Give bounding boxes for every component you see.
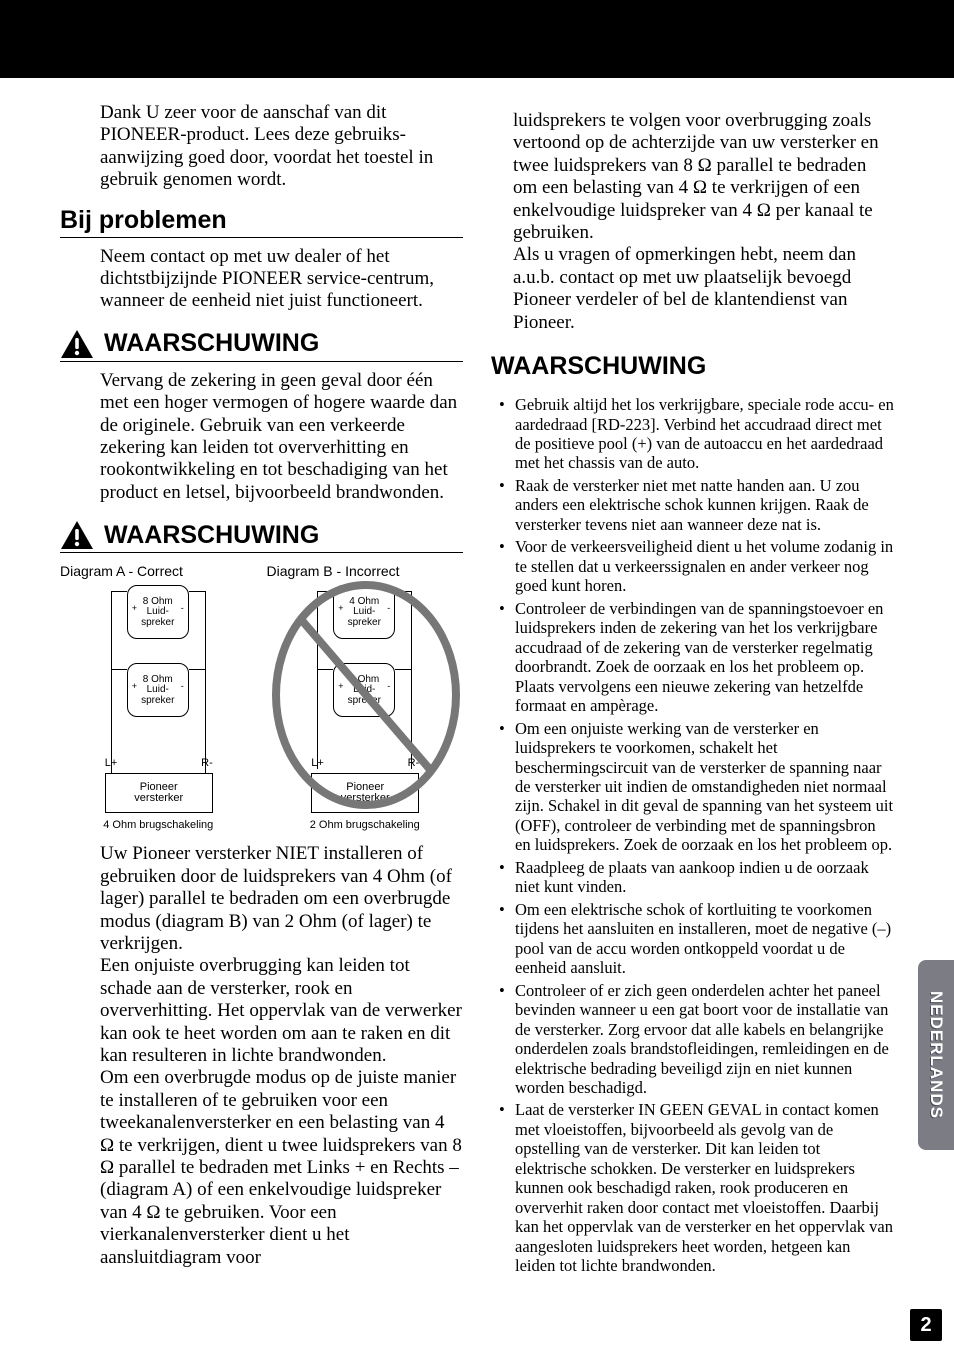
warning-bullet-item: Om een elektrische schok of kortluiting … — [499, 900, 894, 978]
warning-bullet-item: Gebruik altijd het los verkrijgbare, spe… — [499, 395, 894, 473]
l-plus-label: L+ — [105, 757, 118, 769]
lr-labels: L+ R- — [105, 757, 213, 769]
warning-bullet-item: Raadpleeg de plaats van aankoop indien u… — [499, 858, 894, 897]
language-side-tab: NEDERLANDS — [918, 960, 954, 1150]
speaker-label-1: Luid- — [147, 685, 169, 696]
lr-labels: L+ R- — [311, 757, 419, 769]
language-side-tab-label: NEDERLANDS — [926, 991, 946, 1119]
diagram-a-speaker-2: 8 Ohm + - Luid- spreker — [127, 663, 189, 717]
warning-1-title: WAARSCHUWING — [104, 329, 319, 358]
diagram-b: Diagram B - Incorrect 4 Ohm + - Luid- sp… — [267, 563, 464, 831]
diagram-a-title: Diagram A - Correct — [60, 563, 257, 579]
diagram-a-caption: 4 Ohm brugschakeling — [60, 819, 257, 831]
warning-bullet-item: Controleer of er zich geen onderdelen ac… — [499, 981, 894, 1098]
diagram-a-amp: Pioneer versterker — [105, 773, 213, 813]
speaker-label-2: spreker — [348, 696, 381, 707]
warning-2-title: WAARSCHUWING — [104, 521, 319, 550]
amp-label-2: versterker — [341, 793, 390, 805]
page-content: Dank U zeer voor de aanschaf van dit PIO… — [0, 78, 954, 1279]
speaker-label-2: spreker — [141, 696, 174, 707]
section-bij-problemen-title: Bij problemen — [60, 206, 463, 238]
diagram-b-caption: 2 Ohm brugschakeling — [267, 819, 464, 831]
r-minus-label: R- — [408, 757, 420, 769]
warning-bullet-item: Om een onjuiste werking van de versterke… — [499, 719, 894, 855]
warning-2-heading: WAARSCHUWING — [60, 520, 463, 553]
minus-icon: - — [181, 604, 184, 613]
warning-bullet-item: Raak de versterker niet met natte handen… — [499, 476, 894, 534]
diagram-b-box: 4 Ohm + - Luid- spreker 4 Ohm + - Luid- … — [277, 585, 452, 813]
diagram-b-speaker-1: 4 Ohm + - Luid- spreker — [333, 585, 395, 639]
plus-icon: + — [338, 682, 343, 691]
diagram-b-amp: Pioneer versterker — [311, 773, 419, 813]
minus-icon: - — [387, 604, 390, 613]
diagram-b-speaker-2: 4 Ohm + - Luid- spreker — [333, 663, 395, 717]
amp-label-2: versterker — [134, 793, 183, 805]
speaker-label-1: Luid- — [353, 685, 375, 696]
warning-bullet-item: Laat de versterker IN GEEN GEVAL in cont… — [499, 1100, 894, 1275]
left-column: Dank U zeer voor de aanschaf van dit PIO… — [60, 102, 463, 1279]
right-column: luidsprekers te volgen voor overbrugging… — [491, 102, 894, 1279]
section-bij-problemen-body: Neem contact op met uw dealer of het dic… — [100, 246, 463, 313]
diagram-b-title: Diagram B - Incorrect — [267, 563, 464, 579]
l-plus-label: L+ — [311, 757, 324, 769]
plus-icon: + — [132, 604, 137, 613]
diagram-a: Diagram A - Correct 8 Ohm + - Luid- spre… — [60, 563, 257, 831]
minus-icon: - — [387, 682, 390, 691]
minus-icon: - — [181, 682, 184, 691]
diagram-row: Diagram A - Correct 8 Ohm + - Luid- spre… — [60, 563, 463, 831]
warning-bullet-item: Voor de verkeersveiligheid dient u het v… — [499, 537, 894, 595]
plus-icon: + — [132, 682, 137, 691]
page-number: 2 — [910, 1309, 942, 1341]
plus-icon: + — [338, 604, 343, 613]
speaker-label-2: spreker — [348, 618, 381, 629]
warning-bullet-item: Controleer de verbindingen van de spanni… — [499, 599, 894, 716]
intro-text: Dank U zeer voor de aanschaf van dit PIO… — [100, 102, 463, 192]
r-minus-label: R- — [201, 757, 213, 769]
diagram-a-box: 8 Ohm + - Luid- spreker 8 Ohm + - Luid- … — [71, 585, 246, 813]
speaker-label-2: spreker — [141, 618, 174, 629]
speaker-label-1: Luid- — [147, 607, 169, 618]
warning-bullet-list: Gebruik altijd het los verkrijgbare, spe… — [499, 395, 894, 1276]
speaker-label-1: Luid- — [353, 607, 375, 618]
warning-2-body: Uw Pioneer versterker NIET installeren o… — [100, 843, 463, 1269]
col2-top-body: luidsprekers te volgen voor overbrugging… — [513, 110, 894, 334]
header-black-bar — [0, 0, 954, 78]
warning-1-heading: WAARSCHUWING — [60, 329, 463, 362]
warning-1-body: Vervang de zekering in geen geval door é… — [100, 370, 463, 504]
warning-triangle-icon — [60, 520, 94, 550]
warning-triangle-icon — [60, 329, 94, 359]
diagram-a-speaker-1: 8 Ohm + - Luid- spreker — [127, 585, 189, 639]
section-waarschuwing-3-title: WAARSCHUWING — [491, 352, 894, 381]
